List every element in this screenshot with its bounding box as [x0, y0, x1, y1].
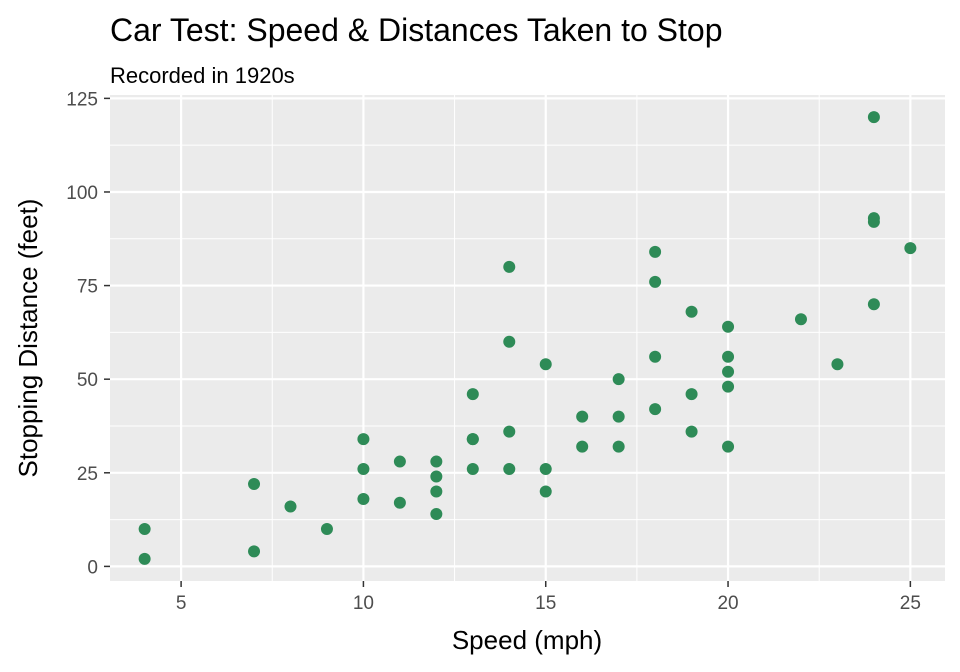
chart-subtitle: Recorded in 1920s	[110, 63, 295, 88]
data-point	[430, 508, 442, 520]
y-tick-label: 75	[77, 277, 98, 298]
data-point	[467, 388, 479, 400]
data-point	[284, 500, 296, 512]
y-tick-label: 0	[87, 557, 98, 578]
data-point	[613, 411, 625, 423]
data-point	[503, 261, 515, 273]
x-tick-label: 20	[717, 593, 738, 614]
y-axis-title: Stopping Distance (feet)	[13, 199, 43, 478]
data-point	[722, 351, 734, 363]
data-point	[503, 426, 515, 438]
x-axis: 5 10 15 20 25	[176, 581, 921, 614]
data-point	[831, 358, 843, 370]
y-tick-label: 50	[77, 370, 98, 391]
x-tick-label: 10	[353, 593, 374, 614]
data-point	[795, 313, 807, 325]
data-point	[467, 463, 479, 475]
data-point	[686, 426, 698, 438]
data-point	[649, 246, 661, 258]
data-point	[139, 523, 151, 535]
data-point	[868, 212, 880, 224]
data-point	[357, 493, 369, 505]
data-point	[248, 478, 260, 490]
data-point	[540, 486, 552, 498]
y-tick-label: 125	[66, 89, 98, 110]
data-point	[722, 441, 734, 453]
data-point	[248, 545, 260, 557]
data-point	[686, 388, 698, 400]
x-tick-label: 5	[176, 593, 187, 614]
data-point	[649, 276, 661, 288]
data-point	[540, 358, 552, 370]
data-point	[394, 497, 406, 509]
data-point	[576, 441, 588, 453]
data-point	[613, 373, 625, 385]
y-axis: 0 25 50 75 100 125	[66, 89, 110, 578]
x-axis-title: Speed (mph)	[452, 625, 602, 655]
data-point	[394, 456, 406, 468]
x-tick-label: 15	[535, 593, 556, 614]
data-point	[722, 366, 734, 378]
data-point	[540, 463, 552, 475]
data-point	[503, 336, 515, 348]
data-point	[686, 306, 698, 318]
data-point	[503, 463, 515, 475]
data-point	[430, 456, 442, 468]
data-point	[321, 523, 333, 535]
data-point	[467, 433, 479, 445]
x-tick-label: 25	[900, 593, 921, 614]
data-point	[649, 403, 661, 415]
data-point	[904, 242, 916, 254]
data-point	[430, 471, 442, 483]
chart-title: Car Test: Speed & Distances Taken to Sto…	[110, 12, 723, 48]
y-tick-label: 100	[66, 183, 98, 204]
data-point	[649, 351, 661, 363]
data-point	[722, 381, 734, 393]
data-point	[868, 111, 880, 123]
data-point	[722, 321, 734, 333]
data-point	[868, 298, 880, 310]
data-point	[576, 411, 588, 423]
data-point	[430, 486, 442, 498]
data-point	[139, 553, 151, 565]
data-point	[357, 433, 369, 445]
data-point	[357, 463, 369, 475]
data-point	[613, 441, 625, 453]
y-tick-label: 25	[77, 464, 98, 485]
plot-panel	[110, 95, 945, 581]
